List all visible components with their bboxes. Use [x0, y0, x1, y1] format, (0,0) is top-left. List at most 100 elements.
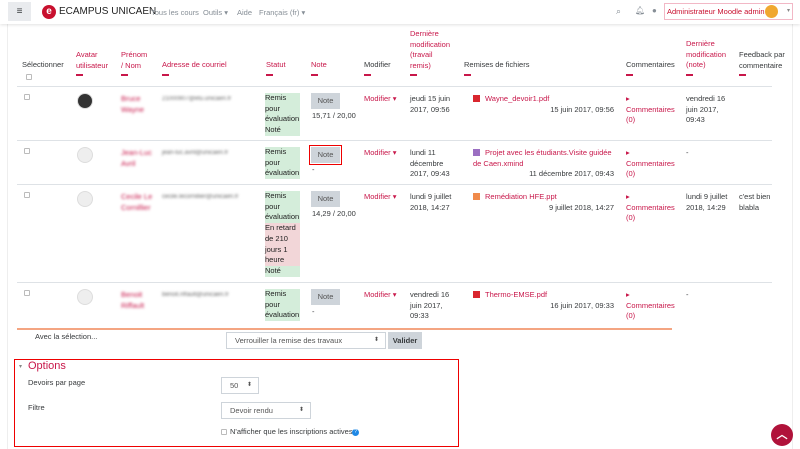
edit-label: Modifier	[364, 94, 391, 103]
comments-link[interactable]: ▸ Commentaires (0)	[626, 148, 675, 180]
active-only-label[interactable]: N'afficher que les inscriptions actives	[230, 427, 353, 436]
comments-link[interactable]: ▸ Commentaires (0)	[626, 192, 675, 224]
row-checkbox[interactable]	[24, 192, 30, 198]
h-l1: Modifier	[364, 60, 391, 69]
collapse-icon[interactable]: ▾	[19, 364, 23, 370]
menu-toggle-button[interactable]: ≡	[8, 2, 31, 21]
filter-select[interactable]: Devoir rendu ⬍	[221, 402, 311, 419]
name-l2: Avril	[121, 158, 136, 168]
nav-outils[interactable]: Outils ▾	[203, 8, 229, 17]
header-select: Sélectionner	[22, 60, 64, 80]
header-lastmod[interactable]: Dernière modification (travail remis)	[410, 29, 460, 76]
row-checkbox[interactable]	[24, 148, 30, 154]
user-avatar[interactable]	[77, 147, 93, 163]
file-name: Remédiation HFE.ppt	[485, 192, 557, 201]
last-modified: vendredi 16 juin 2017, 09:33	[410, 290, 466, 322]
line: 2017, 09:56	[410, 104, 450, 114]
user-avatar[interactable]	[77, 93, 93, 109]
name-l2: Riffault	[121, 300, 145, 310]
sort-dash	[76, 74, 83, 76]
header-status[interactable]: Statut	[266, 60, 286, 76]
h-l1: Prénom	[121, 50, 148, 59]
search-icon[interactable]: ⌕	[616, 6, 622, 16]
comments-link[interactable]: ▸ Commentaires (0)	[626, 290, 675, 322]
user-name-link[interactable]: Benoit Riffault	[121, 290, 144, 311]
header-grade[interactable]: Note	[311, 60, 327, 76]
edit-menu[interactable]: Modifier ▾	[364, 148, 397, 157]
status-line: Remis	[265, 93, 300, 104]
file-date: 11 décembre 2017, 09:43	[529, 169, 614, 178]
bulk-action-select[interactable]: Verrouiller la remise des travaux ⬍	[226, 332, 386, 349]
status-line: Remis	[265, 191, 300, 202]
edit-menu[interactable]: Modifier ▾	[364, 290, 397, 299]
nav-tous-les-cours[interactable]: Tous les cours	[151, 8, 199, 17]
last-modified: lundi 11 décembre 2017, 09:43	[410, 148, 466, 180]
row-checkbox[interactable]	[24, 290, 30, 296]
header-files: Remises de fichiers	[464, 60, 529, 76]
line: décembre	[410, 158, 444, 168]
user-name-link[interactable]: Bruce Wayne	[121, 94, 144, 115]
user-avatar[interactable]	[77, 289, 93, 305]
edit-menu[interactable]: Modifier ▾	[364, 192, 397, 201]
sort-dash	[686, 73, 693, 76]
file-cell: Projet avec les étudiants.Visite guidée …	[473, 148, 614, 180]
user-name-link[interactable]: Jean-Luc Avril	[121, 148, 152, 169]
pdf-file-icon	[473, 95, 480, 102]
edit-menu[interactable]: Modifier ▾	[364, 94, 397, 103]
grade-button[interactable]: Note	[311, 191, 340, 207]
bulk-action-value: Verrouiller la remise des travaux	[235, 336, 343, 345]
nav-language[interactable]: Français (fr) ▾	[259, 8, 306, 17]
h-l2: modification	[410, 39, 451, 49]
edit-label: Modifier	[364, 192, 391, 201]
user-menu[interactable]: Administrateur Moodle admin ▾	[664, 3, 793, 20]
name-l1: Cecile Le	[121, 192, 153, 201]
help-icon[interactable]: ?	[352, 429, 359, 436]
file-link[interactable]: Projet avec les étudiants.Visite guidée …	[473, 148, 614, 169]
grade-value: -	[312, 307, 315, 316]
file-cell: Remédiation HFE.ppt 9 juillet 2018, 14:27	[473, 192, 614, 213]
chat-icon[interactable]: ●	[652, 6, 657, 15]
row-divider	[17, 184, 772, 185]
late-line: En retard	[265, 223, 300, 234]
file-name: Wayne_devoir1.pdf	[485, 94, 550, 103]
back-to-top-button[interactable]: ︿	[771, 424, 793, 446]
line: 09:43	[686, 115, 705, 124]
comments-label: Commentaires	[626, 158, 675, 168]
h-l2: / Nom	[121, 60, 142, 70]
row-checkbox[interactable]	[24, 94, 30, 100]
active-only-checkbox[interactable]	[221, 429, 227, 435]
bell-icon[interactable]: 🔔︎	[635, 6, 646, 15]
sort-dash	[626, 73, 633, 76]
line: lundi 9 juillet	[686, 192, 728, 201]
header-lastgrade[interactable]: Dernière modification (note)	[686, 39, 736, 76]
pdf-file-icon	[473, 291, 480, 298]
caret-right-icon: ▸	[626, 290, 630, 299]
grade-button[interactable]: Note	[311, 93, 340, 109]
file-link[interactable]: Remédiation HFE.ppt	[473, 192, 614, 203]
brand-name[interactable]: ECAMPUS UNICAEN	[59, 6, 157, 17]
row-divider	[17, 282, 772, 283]
line: 09:33	[410, 311, 429, 320]
comments-link[interactable]: ▸ Commentaires (0)	[626, 94, 675, 126]
ecampus-logo[interactable]: e	[42, 5, 56, 19]
header-email[interactable]: Adresse de courriel	[162, 60, 227, 76]
file-date: 15 juin 2017, 09:56	[550, 104, 614, 114]
user-name-link[interactable]: Cecile Le Cornillier	[121, 192, 152, 213]
grade-button[interactable]: Note	[311, 289, 340, 305]
header-name[interactable]: Prénom / Nom	[121, 50, 147, 76]
table-bottom-border	[17, 328, 672, 330]
status-line: évaluation	[265, 168, 300, 180]
file-cell: Wayne_devoir1.pdf 15 juin 2017, 09:56	[473, 94, 614, 115]
validate-button[interactable]: Valider	[388, 332, 422, 349]
caret-right-icon: ▸	[626, 148, 630, 157]
file-link[interactable]: Wayne_devoir1.pdf	[473, 94, 614, 105]
header-avatar[interactable]: Avatar utilisateur	[76, 50, 108, 76]
file-link[interactable]: Thermo-EMSE.pdf	[473, 290, 614, 301]
options-title[interactable]: Options	[28, 360, 66, 372]
edit-label: Modifier	[364, 290, 391, 299]
nav-aide[interactable]: Aide	[237, 8, 253, 17]
grade-button[interactable]: Note	[311, 147, 340, 163]
per-page-select[interactable]: 50 ⬍	[221, 377, 259, 394]
user-avatar[interactable]	[77, 191, 93, 207]
select-all-checkbox[interactable]	[26, 73, 32, 80]
